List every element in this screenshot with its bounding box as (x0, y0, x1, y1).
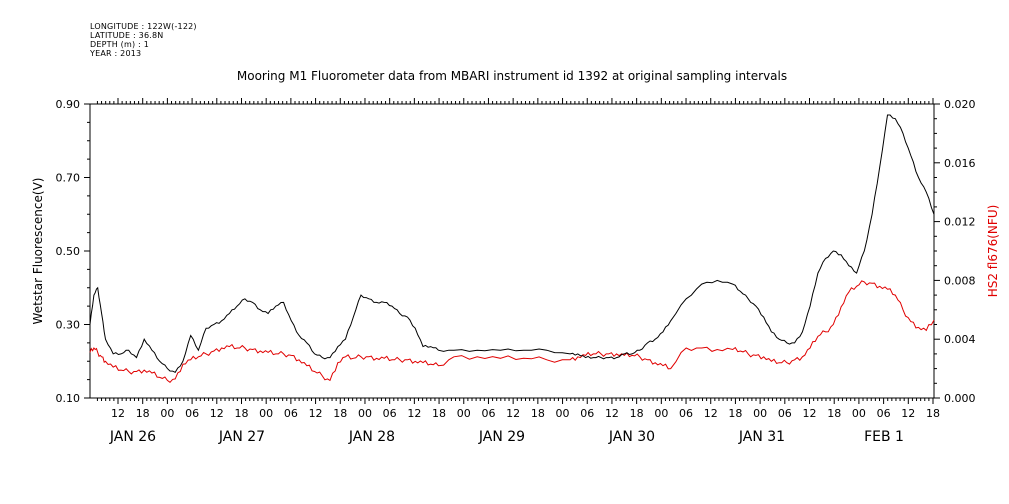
meta-depth: DEPTH (m) : 1 (90, 40, 149, 49)
x-tick-label: 06 (778, 407, 792, 420)
x-tick-label: 00 (160, 407, 174, 420)
right-axis-label: HS2 fl676(NFU) (986, 205, 1000, 298)
x-tick-label: 18 (136, 407, 150, 420)
x-tick-label: 18 (926, 407, 940, 420)
x-date-label: JAN 30 (608, 429, 655, 445)
x-tick-label: 06 (383, 407, 397, 420)
x-tick-label: 12 (704, 407, 718, 420)
x-tick-label: 18 (827, 407, 841, 420)
x-tick-label: 12 (605, 407, 619, 420)
left-tick-label: 0.10 (56, 392, 81, 405)
chart-title: Mooring M1 Fluorometer data from MBARI i… (237, 69, 787, 83)
x-tick-label: 00 (852, 407, 866, 420)
left-y-axis: 0.10 0.30 0.50 0.70 0.90 (56, 98, 90, 405)
x-tick-label: 12 (407, 407, 421, 420)
x-tick-label: 06 (185, 407, 199, 420)
series-line-wetstar (89, 114, 935, 373)
series-lines (89, 114, 935, 383)
metadata-block: LONGITUDE : 122W(-122) LATITUDE : 36.8N … (90, 22, 197, 58)
x-axis: 12 18 00 06 12 18 00 06 12 18 00 06 12 18 00 06 12 18 00 06… (96, 98, 940, 445)
x-date-label: JAN 26 (109, 429, 156, 445)
x-tick-label: 00 (654, 407, 668, 420)
x-tick-label: 12 (803, 407, 817, 420)
x-tick-label: 06 (679, 407, 693, 420)
x-tick-label: 12 (111, 407, 125, 420)
x-tick-label: 00 (358, 407, 372, 420)
x-tick-label: 06 (481, 407, 495, 420)
x-date-label: FEB 1 (864, 429, 904, 445)
meta-year: YEAR : 2013 (90, 49, 142, 58)
x-tick-label: 00 (753, 407, 767, 420)
x-date-label: JAN 27 (218, 429, 265, 445)
right-y-axis: 0.000 0.004 0.008 0.012 0.016 0.020 (934, 98, 976, 405)
x-date-label: JAN 31 (738, 429, 785, 445)
right-tick-label: 0.004 (944, 333, 976, 346)
left-axis-label: Wetstar Fluorescence(V) (31, 178, 45, 325)
x-tick-label: 18 (333, 407, 347, 420)
x-tick-label: 18 (531, 407, 545, 420)
x-date-label: JAN 29 (478, 429, 525, 445)
left-tick-label: 0.70 (56, 172, 81, 185)
x-tick-label: 00 (556, 407, 570, 420)
x-date-label: JAN 28 (348, 429, 395, 445)
x-tick-label: 12 (506, 407, 520, 420)
x-tick-label: 18 (728, 407, 742, 420)
plot-frame (89, 103, 935, 399)
right-tick-label: 0.000 (944, 392, 976, 405)
left-tick-label: 0.90 (56, 98, 81, 111)
x-tick-label: 18 (630, 407, 644, 420)
left-tick-label: 0.30 (56, 319, 81, 332)
x-tick-label: 00 (457, 407, 471, 420)
series-line-hs2-fl676 (89, 280, 935, 383)
x-tick-label: 06 (877, 407, 891, 420)
meta-longitude: LONGITUDE : 122W(-122) (90, 22, 197, 31)
x-tick-label: 12 (210, 407, 224, 420)
right-tick-label: 0.012 (944, 216, 976, 229)
x-tick-label: 18 (432, 407, 446, 420)
x-tick-label: 18 (234, 407, 248, 420)
x-tick-label: 12 (901, 407, 915, 420)
x-tick-label: 06 (284, 407, 298, 420)
x-tick-label: 06 (580, 407, 594, 420)
left-tick-label: 0.50 (56, 245, 81, 258)
right-tick-label: 0.008 (944, 274, 976, 287)
x-tick-label: 00 (259, 407, 273, 420)
right-tick-label: 0.016 (944, 157, 976, 170)
meta-latitude: LATITUDE : 36.8N (90, 31, 164, 40)
right-tick-label: 0.020 (944, 98, 976, 111)
x-tick-label: 12 (309, 407, 323, 420)
